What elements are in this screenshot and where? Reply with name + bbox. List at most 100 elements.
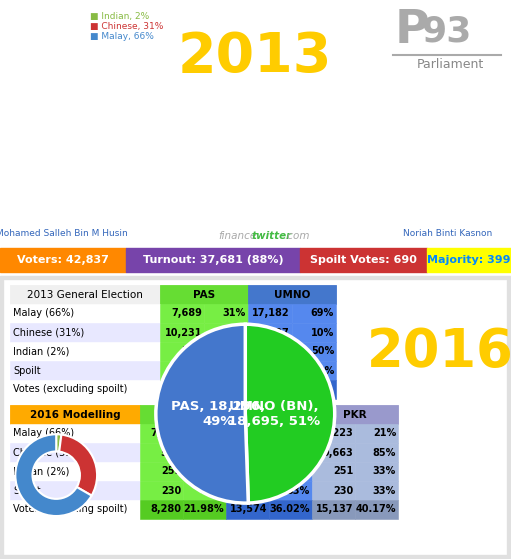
Text: 15,137: 15,137	[315, 505, 353, 514]
Text: Chinese (31%): Chinese (31%)	[13, 448, 84, 457]
Text: 230: 230	[247, 486, 267, 495]
Text: 9,663: 9,663	[322, 448, 353, 457]
Text: Indian (2%): Indian (2%)	[13, 467, 69, 476]
Text: PAS, 18,296,
49%: PAS, 18,296, 49%	[171, 400, 266, 428]
Text: UMNO: UMNO	[274, 290, 310, 300]
Text: 49%: 49%	[287, 429, 310, 438]
Text: 5%: 5%	[207, 448, 224, 457]
Wedge shape	[156, 324, 248, 503]
Bar	[10, 304, 160, 323]
Text: Malay (66%): Malay (66%)	[13, 429, 74, 438]
Text: Turnout: 37,681 (88%): Turnout: 37,681 (88%)	[143, 255, 283, 265]
Text: twitter: twitter	[252, 231, 292, 241]
Text: 18,296: 18,296	[165, 385, 202, 395]
Text: 21.98%: 21.98%	[183, 505, 224, 514]
Text: Indian (2%): Indian (2%)	[13, 347, 69, 357]
Bar	[10, 342, 160, 361]
Bar	[204, 380, 248, 399]
Bar	[355, 462, 398, 481]
Text: 90%: 90%	[223, 328, 246, 338]
Bar	[140, 462, 183, 481]
Text: 10,231: 10,231	[165, 328, 202, 338]
Text: 50%: 50%	[223, 366, 246, 376]
Bar	[226, 443, 269, 462]
Bar	[0, 276, 511, 559]
Text: 18,695: 18,695	[252, 385, 290, 395]
Bar	[312, 481, 355, 500]
Text: Voters: 42,837: Voters: 42,837	[17, 255, 109, 265]
Text: 48.55%: 48.55%	[205, 385, 246, 395]
Text: 12,186: 12,186	[229, 429, 267, 438]
Text: 33%: 33%	[287, 467, 310, 476]
Bar	[160, 285, 248, 304]
Wedge shape	[15, 434, 91, 516]
Bar	[140, 481, 183, 500]
Text: 36.02%: 36.02%	[269, 505, 310, 514]
Text: 17,182: 17,182	[252, 309, 290, 319]
Bar	[140, 443, 183, 462]
Text: PAS: PAS	[193, 290, 215, 300]
Text: Majority: 399: Majority: 399	[427, 255, 511, 265]
Bar	[269, 500, 312, 519]
Text: 21%: 21%	[373, 429, 396, 438]
Bar	[5, 281, 506, 554]
Bar	[355, 481, 398, 500]
Text: 69%: 69%	[311, 309, 334, 319]
Text: ■ Malay, 66%: ■ Malay, 66%	[90, 32, 154, 41]
Bar	[226, 462, 269, 481]
Bar	[269, 443, 312, 462]
Bar	[160, 304, 204, 323]
Text: 2016 Modelling: 2016 Modelling	[30, 410, 120, 419]
Text: 7,461: 7,461	[150, 429, 181, 438]
Bar	[204, 342, 248, 361]
Bar	[160, 361, 204, 380]
Text: 2016: 2016	[366, 325, 511, 377]
Text: Malay (66%): Malay (66%)	[13, 309, 74, 319]
Text: 93: 93	[421, 14, 471, 48]
Text: 251: 251	[247, 467, 267, 476]
Text: 33%: 33%	[201, 467, 224, 476]
Text: 345: 345	[270, 366, 290, 376]
Bar	[183, 462, 226, 481]
Text: PKR: PKR	[343, 410, 367, 419]
Bar	[10, 481, 140, 500]
Text: 376: 376	[270, 347, 290, 357]
Bar	[248, 304, 292, 323]
Bar	[292, 323, 336, 342]
Text: Spoilt: Spoilt	[13, 486, 41, 495]
Bar	[160, 323, 204, 342]
Bar	[312, 405, 398, 424]
Bar	[312, 500, 355, 519]
Bar	[183, 481, 226, 500]
Bar	[10, 443, 140, 462]
Bar	[248, 323, 292, 342]
Text: 345: 345	[182, 366, 202, 376]
Bar	[355, 500, 398, 519]
Text: 2013 General Election: 2013 General Election	[27, 290, 143, 300]
Bar	[226, 405, 312, 424]
Bar	[10, 285, 160, 304]
Text: 251: 251	[161, 467, 181, 476]
Bar	[312, 443, 355, 462]
Text: 50%: 50%	[311, 347, 334, 357]
Bar	[183, 500, 226, 519]
Text: Spoilt Votes: 690: Spoilt Votes: 690	[310, 255, 416, 265]
Text: 13,574: 13,574	[229, 505, 267, 514]
Bar	[248, 342, 292, 361]
Text: 230: 230	[161, 486, 181, 495]
Bar	[248, 361, 292, 380]
Bar	[10, 380, 160, 399]
Text: 10%: 10%	[287, 448, 310, 457]
Bar	[183, 443, 226, 462]
Text: UMNO (BN),
18,695, 51%: UMNO (BN), 18,695, 51%	[228, 400, 320, 428]
Text: 7,689: 7,689	[171, 309, 202, 319]
Wedge shape	[56, 434, 61, 452]
Text: 85%: 85%	[373, 448, 396, 457]
Text: 2013: 2013	[178, 30, 332, 84]
Text: finance: finance	[218, 231, 256, 241]
Bar	[292, 304, 336, 323]
Bar	[312, 462, 355, 481]
Bar	[269, 462, 312, 481]
Text: 230: 230	[333, 486, 353, 495]
Bar	[204, 323, 248, 342]
